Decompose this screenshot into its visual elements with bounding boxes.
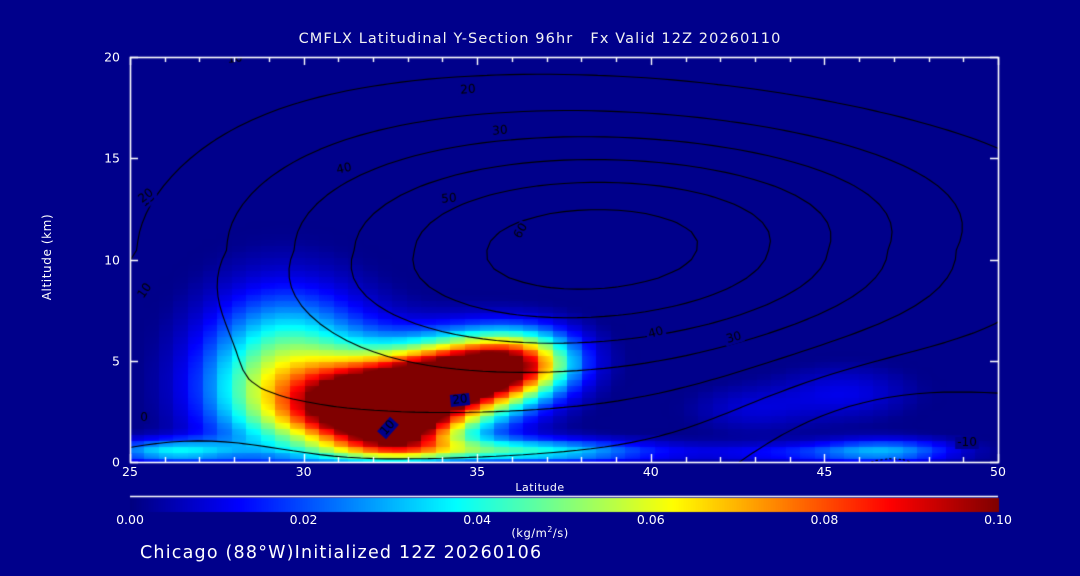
colorbar-tick-label: 0.04 — [463, 512, 492, 527]
x-tick-label: 45 — [816, 464, 833, 479]
colorbar-tick-label: 0.08 — [810, 512, 839, 527]
footer-caption: Chicago (88°W)Initialized 12Z 20260106 — [140, 543, 543, 563]
colorbar-units-suffix: /s) — [552, 525, 569, 540]
x-tick-label: 50 — [990, 464, 1006, 479]
colorbar-tick-label: 0.02 — [289, 512, 318, 527]
y-tick-label: 5 — [112, 353, 120, 369]
x-tick-label: 40 — [642, 464, 659, 479]
y-tick-label: 20 — [104, 49, 120, 65]
x-axis-label: Latitude — [515, 481, 565, 494]
colorbar-tick-label: 0.00 — [116, 512, 144, 527]
colorbar-units-label: (kg/m2/s) — [0, 525, 1080, 540]
x-tick-label: 35 — [469, 464, 486, 479]
y-tick-label: 0 — [112, 454, 120, 470]
colorbar-tick-label: 0.10 — [984, 512, 1012, 527]
colorbar-units-exponent: 2 — [547, 525, 553, 534]
colorbar-units-prefix: (kg/m — [511, 525, 548, 540]
x-tick-label: 30 — [295, 464, 312, 479]
y-tick-label: 15 — [104, 150, 120, 166]
y-axis-label: Altitude (km) — [40, 213, 54, 301]
colorbar-tick-label: 0.06 — [636, 512, 665, 527]
x-tick-label: 25 — [122, 464, 138, 479]
chart-title: CMFLX Latitudinal Y-Section 96hr Fx Vali… — [298, 31, 782, 47]
y-tick-label: 10 — [104, 252, 120, 267]
